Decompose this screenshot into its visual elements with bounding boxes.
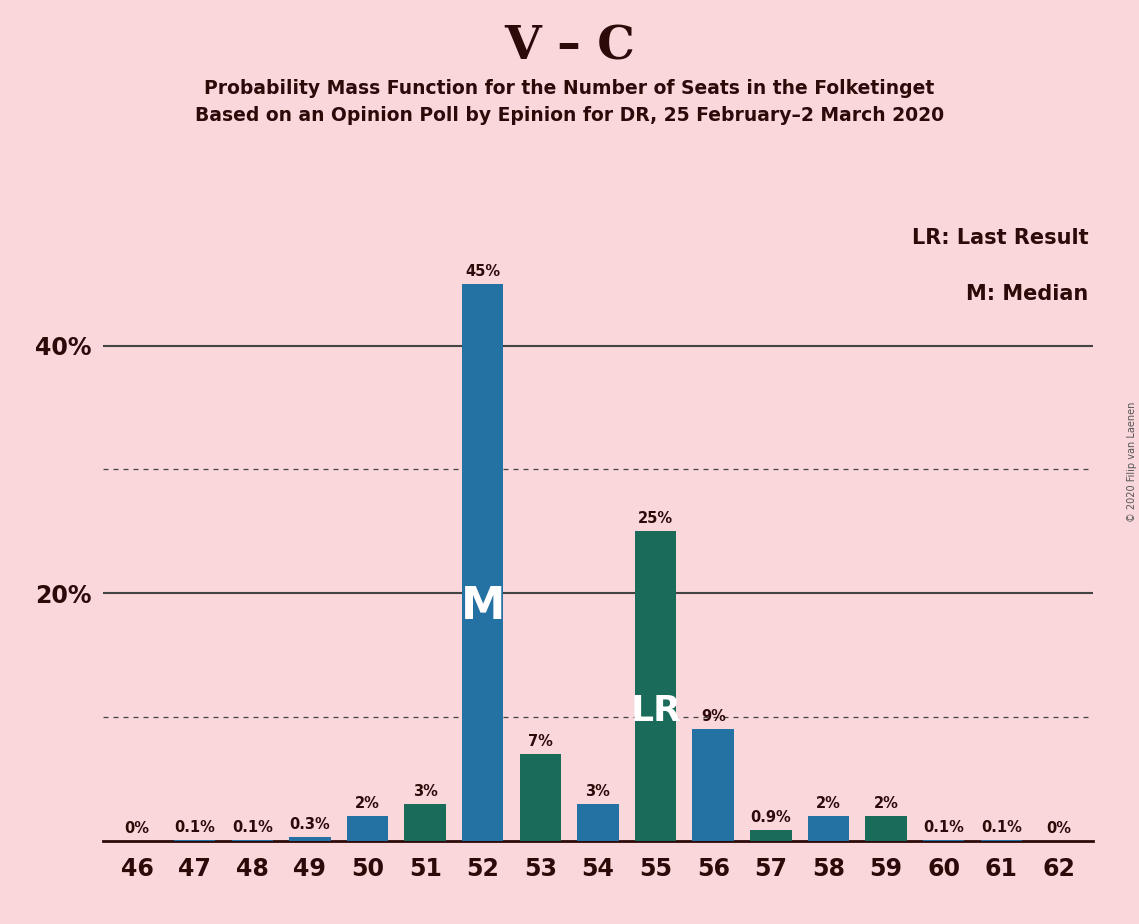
Text: 2%: 2% <box>355 796 380 811</box>
Bar <box>866 816 907 841</box>
Text: 0%: 0% <box>1047 821 1072 836</box>
Bar <box>751 830 792 841</box>
Bar <box>519 754 562 841</box>
Text: Based on an Opinion Poll by Epinion for DR, 25 February–2 March 2020: Based on an Opinion Poll by Epinion for … <box>195 106 944 126</box>
Text: 0.3%: 0.3% <box>289 817 330 833</box>
Text: 25%: 25% <box>638 511 673 527</box>
Text: 0.1%: 0.1% <box>924 820 964 834</box>
Bar <box>462 284 503 841</box>
Text: 2%: 2% <box>816 796 841 811</box>
Text: Probability Mass Function for the Number of Seats in the Folketinget: Probability Mass Function for the Number… <box>204 79 935 98</box>
Text: 9%: 9% <box>700 710 726 724</box>
Bar <box>808 816 850 841</box>
Text: 0.1%: 0.1% <box>174 820 215 834</box>
Text: M: Median: M: Median <box>966 284 1089 304</box>
Text: LR: Last Result: LR: Last Result <box>912 228 1089 248</box>
Text: M: M <box>460 585 505 628</box>
Text: 0.9%: 0.9% <box>751 809 792 825</box>
Bar <box>693 729 734 841</box>
Bar <box>923 840 965 841</box>
Text: 7%: 7% <box>527 735 552 749</box>
Bar <box>231 840 273 841</box>
Bar <box>174 840 215 841</box>
Text: 2%: 2% <box>874 796 899 811</box>
Text: © 2020 Filip van Laenen: © 2020 Filip van Laenen <box>1126 402 1137 522</box>
Bar <box>289 837 330 841</box>
Text: LR: LR <box>630 694 681 728</box>
Text: 3%: 3% <box>585 784 611 798</box>
Text: 0.1%: 0.1% <box>981 820 1022 834</box>
Text: 0.1%: 0.1% <box>232 820 272 834</box>
Bar <box>346 816 388 841</box>
Text: V – C: V – C <box>505 23 634 69</box>
Bar <box>577 804 618 841</box>
Text: 3%: 3% <box>412 784 437 798</box>
Text: 0%: 0% <box>124 821 149 836</box>
Bar <box>404 804 445 841</box>
Bar <box>981 840 1022 841</box>
Bar <box>634 531 677 841</box>
Text: 45%: 45% <box>465 263 500 279</box>
